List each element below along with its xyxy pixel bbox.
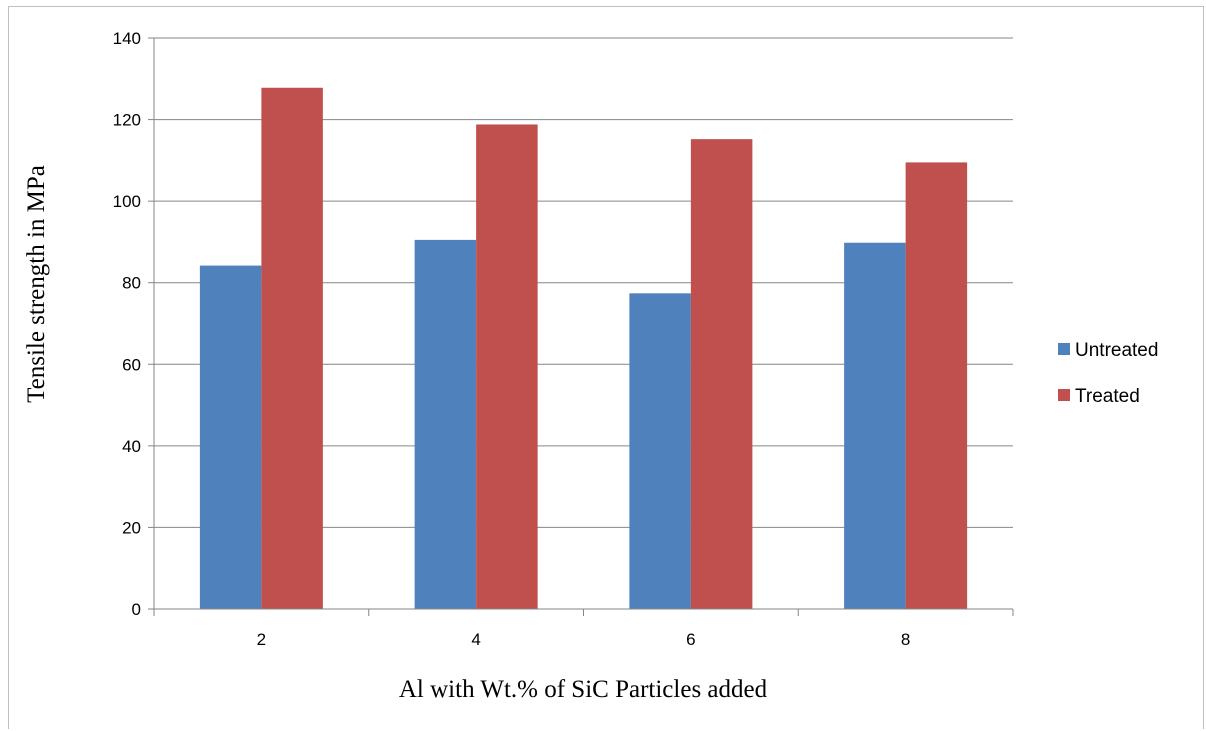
y-tick-label: 140 [113,29,141,48]
y-tick-label: 80 [122,274,141,293]
x-tick-label: 8 [901,630,910,649]
legend-swatch-untreated [1058,343,1070,355]
legend-label-untreated: Untreated [1075,340,1158,361]
y-axis-title: Tensile strength in MPa [23,165,50,403]
y-tick-label: 60 [122,355,141,374]
bar-treated-6 [690,139,753,610]
x-tick-label: 2 [257,630,266,649]
chart-frame [8,6,1204,729]
x-tick-label: 4 [471,630,480,649]
y-tick-label: 120 [113,111,141,130]
bar-untreated-8 [844,242,906,609]
y-tick-label: 40 [122,437,141,456]
legend-swatch-treated [1058,389,1070,401]
bar-treated-4 [476,124,538,610]
bar-treated-8 [905,162,968,609]
y-tick-labels: 0 20 40 60 80 100 120 140 [113,29,141,619]
bar-treated-2 [261,87,323,610]
bar-untreated-2 [199,265,262,609]
legend-label-treated: Treated [1075,386,1140,407]
bar-untreated-6 [629,293,691,609]
y-tick-label: 100 [113,192,141,211]
y-tick-label: 0 [132,600,141,619]
legend: Untreated Treated [1058,340,1158,407]
y-tick-label: 20 [122,518,141,537]
x-axis-title: Al with Wt.% of SiC Particles added [399,676,768,703]
axes [148,37,1014,616]
x-tick-label: 6 [686,630,695,649]
bars [199,87,968,610]
bar-untreated-4 [414,239,477,609]
x-tick-labels: 2 4 6 8 [257,630,911,649]
